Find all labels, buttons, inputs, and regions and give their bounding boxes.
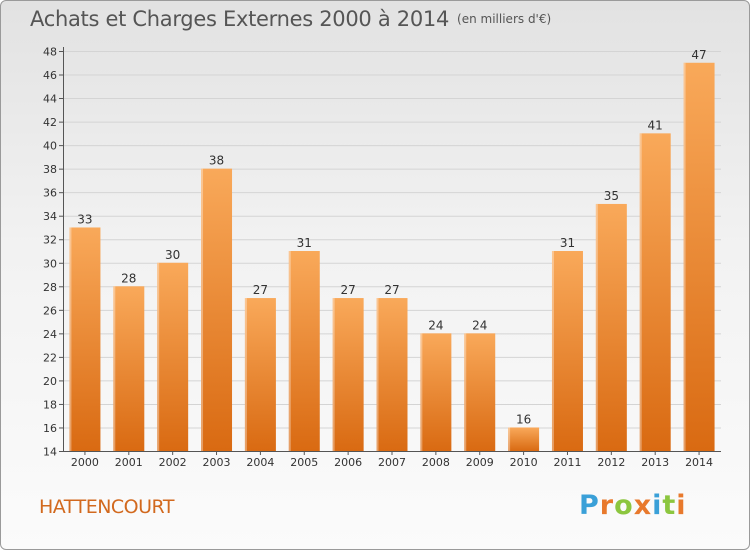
- x-tick-label: 2013: [641, 456, 669, 469]
- bar-highlight: [288, 251, 291, 451]
- x-tick-label: 2008: [422, 456, 450, 469]
- y-tick-label: 22: [43, 351, 57, 364]
- location-name: HATTENCOURT: [39, 496, 174, 518]
- y-tick-label: 36: [43, 187, 57, 200]
- x-tick-label: 2010: [510, 456, 538, 469]
- y-tick-label: 44: [43, 93, 57, 106]
- bar-value-label: 30: [165, 248, 180, 262]
- bar-value-label: 47: [691, 48, 706, 62]
- x-tick-label: 2007: [378, 456, 406, 469]
- x-tick-label: 2012: [597, 456, 625, 469]
- bar-highlight: [113, 286, 116, 451]
- bar: [288, 251, 320, 451]
- bar: [595, 203, 627, 451]
- x-tick-label: 2009: [466, 456, 494, 469]
- y-tick-label: 32: [43, 234, 57, 247]
- bar-value-label: 33: [77, 212, 92, 226]
- y-tick-label: 48: [43, 46, 57, 59]
- bar: [376, 298, 408, 451]
- bar-value-label: 41: [648, 118, 663, 132]
- bar-value-label: 31: [560, 236, 575, 250]
- bar-value-label: 16: [516, 412, 531, 426]
- bar-value-label: 28: [121, 271, 136, 285]
- bar-value-label: 24: [472, 318, 487, 332]
- y-tick-label: 38: [43, 163, 57, 176]
- bar: [113, 286, 145, 451]
- bar: [420, 333, 452, 451]
- bar: [639, 133, 671, 451]
- bar: [683, 62, 715, 451]
- bar-value-label: 27: [253, 283, 268, 297]
- chart-unit-label: (en milliers d'€): [457, 12, 552, 26]
- x-tick-label: 2014: [685, 456, 713, 469]
- bar-highlight: [683, 62, 686, 451]
- bar: [508, 427, 540, 451]
- labels: 14 16 18 20 22 24 26 28 30 32 34 36 38 40 42 44 46 48 33 20…: [43, 46, 713, 470]
- logo-letter: i: [676, 490, 687, 521]
- y-tick-label: 42: [43, 116, 57, 129]
- bar-highlight: [201, 168, 204, 451]
- bar-highlight: [420, 333, 423, 451]
- logo-letter: x: [633, 490, 653, 521]
- bar-highlight: [639, 133, 642, 451]
- y-tick-label: 18: [43, 398, 57, 411]
- axes: [59, 47, 721, 455]
- x-tick-label: 2005: [290, 456, 318, 469]
- bar-highlight: [332, 298, 335, 451]
- y-tick-label: 30: [43, 257, 57, 270]
- bar: [332, 298, 364, 451]
- bar: [201, 168, 233, 451]
- y-tick-label: 34: [43, 210, 57, 223]
- bar-highlight: [551, 251, 554, 451]
- x-tick-label: 2004: [246, 456, 274, 469]
- bar-highlight: [464, 333, 467, 451]
- y-tick-label: 40: [43, 140, 57, 153]
- bar: [551, 251, 583, 451]
- y-tick-label: 24: [43, 328, 57, 341]
- logo-letter: P: [579, 490, 600, 521]
- bars: [69, 62, 715, 451]
- bar-highlight: [69, 227, 72, 451]
- chart-title-main: Achats et Charges Externes 2000 à 2014: [30, 7, 450, 31]
- y-tick-label: 26: [43, 304, 57, 317]
- y-tick-label: 20: [43, 375, 57, 388]
- bar: [157, 262, 189, 451]
- bar-highlight: [595, 203, 598, 451]
- y-tick-label: 14: [43, 446, 57, 459]
- x-tick-label: 2002: [159, 456, 187, 469]
- x-tick-label: 2001: [115, 456, 143, 469]
- bar-value-label: 31: [297, 236, 312, 250]
- x-tick-label: 2011: [553, 456, 581, 469]
- x-tick-label: 2000: [71, 456, 99, 469]
- bar: [244, 298, 276, 451]
- bar-value-label: 35: [604, 189, 619, 203]
- logo-letter: r: [599, 490, 615, 521]
- bar-value-label: 27: [340, 283, 355, 297]
- y-tick-label: 46: [43, 69, 57, 82]
- bar-value-label: 24: [428, 318, 443, 332]
- x-tick-label: 2006: [334, 456, 362, 469]
- bar-value-label: 38: [209, 154, 224, 168]
- logo-letter: o: [614, 490, 634, 521]
- chart-title: Achats et Charges Externes 2000 à 2014 (e…: [30, 7, 551, 31]
- bar-highlight: [376, 298, 379, 451]
- bar-value-label: 27: [384, 283, 399, 297]
- bar-highlight: [508, 427, 511, 451]
- logo-letter: i: [652, 490, 663, 521]
- proxiti-logo: Proxiti: [579, 490, 687, 521]
- logo-letter: t: [662, 490, 677, 521]
- y-tick-label: 16: [43, 422, 57, 435]
- bar-highlight: [157, 262, 160, 451]
- x-tick-label: 2003: [203, 456, 231, 469]
- bar-highlight: [244, 298, 247, 451]
- bar: [69, 227, 101, 451]
- bar: [464, 333, 496, 451]
- y-tick-label: 28: [43, 281, 57, 294]
